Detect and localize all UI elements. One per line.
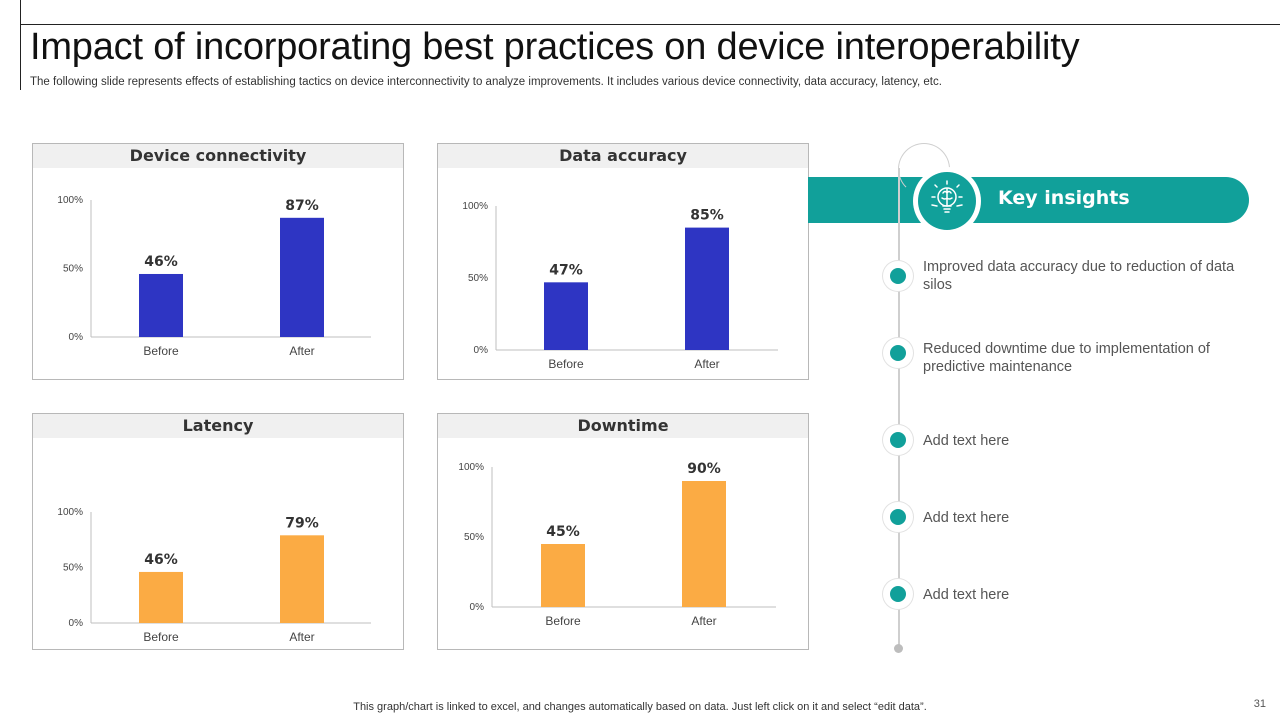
category-label: After [691,614,716,628]
data-label: 47% [549,262,583,278]
y-tick-label: 50% [468,273,488,284]
y-tick-label: 50% [63,563,83,574]
y-tick-label: 50% [63,264,83,275]
data-label: 90% [687,461,721,477]
y-tick-label: 100% [57,507,83,518]
chart-panel-device-connectivity[interactable]: Device connectivity 0% 50% 100% 46% Before 87… [32,143,404,380]
data-label: 46% [144,552,178,568]
bar-chart-device-connectivity[interactable]: 0% 50% 100% 46% Before 87% After [33,168,403,379]
page-subtitle: The following slide represents effects o… [30,76,942,88]
category-label: After [289,630,314,644]
bar [541,544,585,607]
timeline-dot [883,425,913,455]
insight-item: Reduced downtime due to implementation o… [923,341,1210,375]
page-number: 31 [1253,698,1266,710]
category-label: Before [545,614,581,628]
y-tick-label: 0% [470,602,485,613]
footer-note: This graph/chart is linked to excel, and… [353,701,927,713]
bar [280,217,324,337]
bar-chart-latency[interactable]: 0% 50% 100% 46% Before 79% After [33,438,403,649]
bar [682,481,726,607]
timeline-dot [883,338,913,368]
category-label: Before [143,344,179,358]
data-label: 45% [546,524,580,540]
insight-item: Improved data accuracy due to reduction … [923,259,1235,293]
insight-item: Add text here [923,587,1010,603]
bar [139,571,183,623]
data-label: 79% [285,515,319,531]
header-top-rule [20,24,1280,25]
insight-item: Add text here [923,433,1010,449]
timeline-dot [883,261,913,291]
page-title: Impact of incorporating best practices o… [30,26,1080,68]
data-label: 46% [144,254,178,270]
bar-chart-data-accuracy[interactable]: 0% 50% 100% 47% Before 85% After [438,168,808,379]
y-tick-label: 50% [464,532,484,543]
chart-title: Latency [33,414,403,438]
bar-chart-downtime[interactable]: 0% 50% 100% 45% Before 90% After [438,438,808,649]
category-label: Before [548,357,584,371]
category-label: Before [143,630,179,644]
timeline-line [898,168,900,648]
category-label: After [289,344,314,358]
key-insights-banner [808,177,1249,223]
data-label: 87% [285,198,319,214]
bar [139,273,183,337]
timeline-dot [883,502,913,532]
chart-panel-downtime[interactable]: Downtime 0% 50% 100% 45% Before 90% After [437,413,809,650]
chart-panel-data-accuracy[interactable]: Data accuracy 0% 50% 100% 47% Before 85% After [437,143,809,380]
chart-panel-latency[interactable]: Latency 0% 50% 100% 46% Before 79% After [32,413,404,650]
y-tick-label: 0% [69,618,84,629]
bar [280,535,324,623]
chart-title: Device connectivity [33,144,403,168]
y-tick-label: 100% [462,201,488,212]
y-tick-label: 100% [458,462,484,473]
brain-bulb-icon [918,172,976,230]
timeline-end-dot [894,644,903,653]
category-label: After [694,357,719,371]
y-tick-label: 0% [474,345,489,356]
y-tick-label: 100% [57,195,83,206]
bar [544,282,588,350]
insight-item: Add text here [923,510,1010,526]
chart-title: Data accuracy [438,144,808,168]
y-tick-label: 0% [69,332,84,343]
key-insights-title: Key insights [998,187,1130,209]
chart-title: Downtime [438,414,808,438]
data-label: 85% [690,208,724,224]
bar [685,227,729,350]
timeline-dot [883,579,913,609]
header-left-rule [20,0,21,90]
